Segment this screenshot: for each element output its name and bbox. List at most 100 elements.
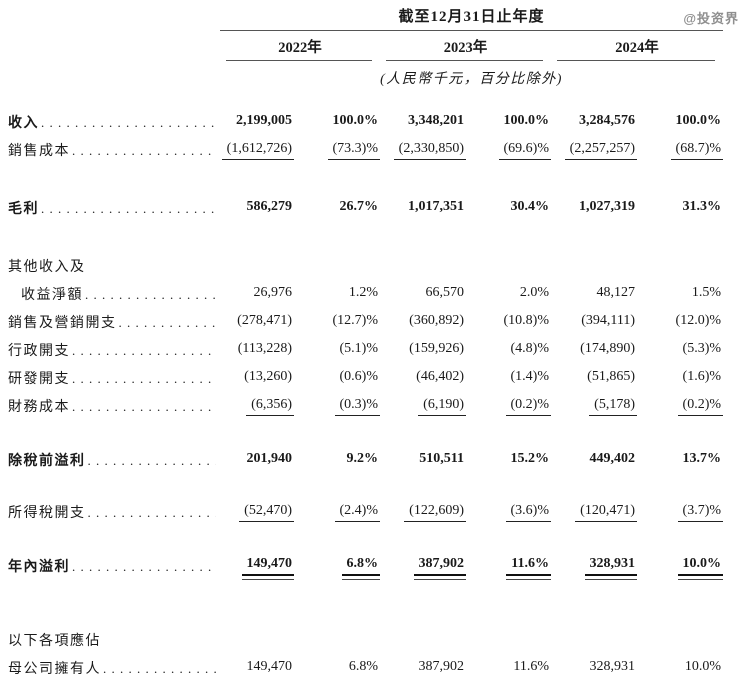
row-label-cell: 收益淨額 [8,280,220,308]
value-cell: (12.7)% [294,308,380,336]
spacer-row [8,95,723,108]
value-cell: 10.0% [637,654,723,682]
value: (0.3)% [334,397,380,416]
value-cell: 31.3% [637,194,723,222]
value: 510,511 [419,451,464,466]
table-row: 銷售及營銷開支 (278,471) (12.7)% (360,892) (10.8)% (… [8,308,723,336]
watermark-logo: @投资界 [683,11,739,26]
value-cell: (2,257,257) [551,136,637,164]
value-cell: (159,926) [380,336,466,364]
value-cell: 15.2% [466,446,551,474]
value-cell: (0.2)% [466,392,551,420]
year-label: 2022年 [278,39,322,56]
row-label-cell: 除稅前溢利 [8,446,220,474]
value: (122,609) [404,503,466,522]
table-row: 母公司擁有人 149,470 6.8% 387,902 11.6% 328,931 10.0… [8,654,723,682]
value: 1.5% [691,285,722,300]
row-label-cell: 以下各項應佔 [8,626,220,654]
value-cell: (120,471) [551,498,637,526]
value: (68.7)% [670,141,724,160]
row-label: 收入 [8,116,39,131]
year-header-2023: 2023年 [380,31,551,61]
table-header-years: 2022年 2023年 2024年 [8,31,723,62]
value-cell: (278,471) [220,308,294,336]
value-cell: 1,027,319 [551,194,637,222]
dot-leader [72,371,216,388]
row-label: 財務成本 [8,400,70,415]
value-cell: (122,609) [380,498,466,526]
row-label-cell: 行政開支 [8,336,220,364]
spacer-row [8,222,723,252]
value: 149,470 [246,659,293,674]
value-cell: (5.3)% [637,336,723,364]
value-cell [551,252,637,280]
dot-leader [72,143,216,160]
dot-leader [72,559,216,576]
value-cell: 11.6% [466,654,551,682]
value-cell: (2.4)% [294,498,380,526]
value: 2,199,005 [236,113,292,128]
spacer-row [8,164,723,194]
spacer-cell [8,31,220,62]
row-label-cell: 銷售及營銷開支 [8,308,220,336]
value-cell: (394,111) [551,308,637,336]
value: 10.0% [677,556,724,580]
value: (2,330,850) [393,141,466,160]
value-cell [380,626,466,654]
value-cell: (6,190) [380,392,466,420]
value: (12.0)% [675,313,722,328]
value: 387,902 [413,556,466,580]
dot-leader [72,343,216,360]
value: 26,976 [253,285,293,300]
value: (5.1)% [339,341,379,356]
value-cell: 1,017,351 [380,194,466,222]
value: (5,178) [589,397,637,416]
value: (2.4)% [334,503,380,522]
value: (13,260) [244,369,292,384]
value-cell: (0.6)% [294,364,380,392]
value-cell [637,626,723,654]
value: (360,892) [409,313,464,328]
value: 449,402 [589,451,636,466]
value: 100.0% [675,113,722,128]
value: 3,348,201 [408,113,464,128]
row-label: 銷售及營銷開支 [8,316,117,331]
table-row: 銷售成本 (1,612,726) (73.3)% (2,330,850) (69.6)%… [8,136,724,164]
value: 1.2% [348,285,378,300]
value-cell: 149,470 [220,654,294,682]
table-row: 財務成本 (6,356) (0.3)% (6,190) (0.2)% (5,178) (0.… [8,392,724,420]
value: 9.2% [346,451,379,466]
value-cell: (4.8)% [466,336,551,364]
value: 387,902 [418,659,465,674]
value: (159,926) [409,341,464,356]
value: (174,890) [580,341,635,356]
value: 11.6% [513,659,549,674]
table-header-period: 截至12月31日止年度 [8,0,724,31]
table-row: 除稅前溢利 201,940 9.2% 510,511 15.2% 449,402 13.7% [8,446,723,474]
table-row: 收入 2,199,005 100.0% 3,348,201 100.0% 3,284,57… [8,108,723,136]
value: (73.3)% [327,141,380,160]
spacer-row [8,420,723,446]
table-row: 年內溢利 149,470 6.8% 387,902 11.6% 328,931 10.0% [8,552,724,580]
value-cell: (69.6)% [466,136,551,164]
value-cell: 9.2% [294,446,380,474]
row-label-cell: 研發開支 [8,364,220,392]
value-cell: (68.7)% [637,136,724,164]
value-cell: 449,402 [551,446,637,474]
value: (69.6)% [498,141,551,160]
value-cell: (12.0)% [637,308,723,336]
value-cell: 26.7% [294,194,380,222]
value: (394,111) [581,313,635,328]
value: 31.3% [682,199,722,214]
row-label-cell: 母公司擁有人 [8,654,220,682]
value: (0.2)% [677,397,724,416]
dot-leader [103,661,216,678]
value-cell [220,626,294,654]
value-cell: 387,902 [380,552,466,580]
spacer-row [8,580,723,626]
year-label: 2024年 [615,39,659,56]
value-cell: 26,976 [220,280,294,308]
row-label-cell: 其他收入及 [8,252,220,280]
row-label-cell: 銷售成本 [8,136,220,164]
